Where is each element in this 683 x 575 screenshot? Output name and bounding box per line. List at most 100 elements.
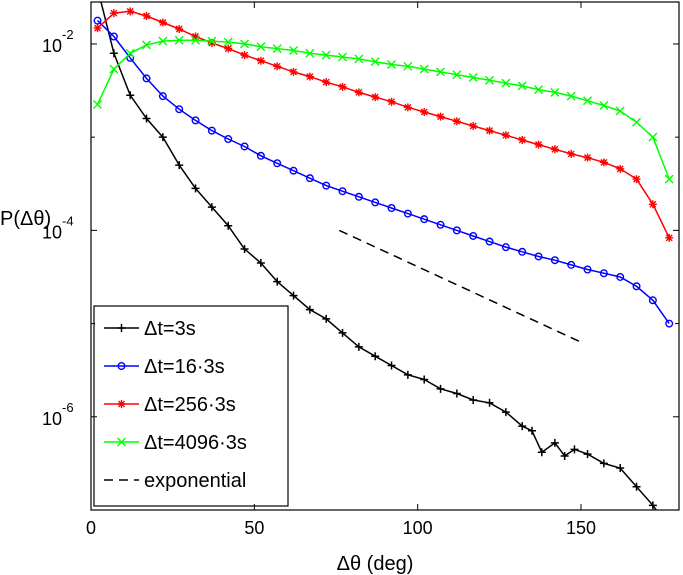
legend-label-3: Δt=4096·3s <box>144 432 247 454</box>
data-point-3-8 <box>223 37 233 47</box>
legend-marker-0 <box>117 324 126 332</box>
data-point-2-28 <box>550 145 559 154</box>
x-tick-label-0: 0 <box>86 518 96 538</box>
data-point-2-34 <box>648 200 657 209</box>
data-point-1-24 <box>485 237 494 246</box>
data-point-1-23 <box>469 231 478 240</box>
data-point-3-9 <box>240 39 250 49</box>
x-tick-label-3: 150 <box>566 518 596 538</box>
data-point-2-23 <box>469 121 478 130</box>
data-point-0-31 <box>570 445 579 454</box>
data-point-3-2 <box>125 48 135 58</box>
legend-label-4: exponential <box>144 470 246 492</box>
data-point-2-22 <box>452 117 461 126</box>
data-point-3-31 <box>599 100 609 110</box>
data-point-0-30 <box>560 451 569 460</box>
data-point-0-1 <box>109 49 118 58</box>
data-point-0-15 <box>338 328 347 337</box>
data-point-2-9 <box>240 51 249 60</box>
data-point-1-30 <box>583 265 592 274</box>
data-point-0-35 <box>632 482 641 491</box>
data-point-0-16 <box>354 342 363 351</box>
data-point-3-3 <box>142 40 152 50</box>
data-point-2-3 <box>142 11 151 20</box>
data-point-3-24 <box>485 75 495 85</box>
data-point-3-7 <box>207 36 217 46</box>
series-4 <box>338 229 582 343</box>
data-point-2-24 <box>485 126 494 135</box>
data-point-1-28 <box>550 256 559 265</box>
series-0 <box>100 2 658 510</box>
series-3 <box>93 35 674 184</box>
data-point-3-35 <box>664 174 674 184</box>
data-point-1-17 <box>371 198 380 207</box>
legend-label-0: Δt=3s <box>144 318 196 340</box>
data-point-1-34 <box>648 296 657 305</box>
y-tick-label-2: 10-6 <box>42 400 74 429</box>
data-point-3-34 <box>648 132 658 142</box>
data-point-1-7 <box>207 126 216 135</box>
data-point-0-11 <box>273 277 282 286</box>
data-point-0-7 <box>207 203 216 212</box>
data-point-2-29 <box>567 149 576 158</box>
data-point-0-34 <box>616 464 625 473</box>
data-point-0-2 <box>126 91 135 100</box>
data-point-1-3 <box>142 74 151 83</box>
data-point-2-5 <box>175 25 184 34</box>
data-point-3-1 <box>109 64 119 74</box>
data-point-0-9 <box>240 245 249 254</box>
data-point-0-32 <box>583 450 592 459</box>
data-point-2-0 <box>93 24 102 33</box>
data-point-1-12 <box>289 166 298 175</box>
data-point-3-27 <box>534 85 544 95</box>
series-layer <box>93 2 674 510</box>
data-point-3-0 <box>93 100 103 110</box>
legend-item-0: Δt=3s <box>104 318 196 340</box>
data-point-1-32 <box>616 272 625 281</box>
data-point-0-18 <box>387 361 396 370</box>
data-point-0-27 <box>528 426 536 435</box>
y-axis-label: P(Δθ) <box>0 208 51 230</box>
x-tick-label-2: 100 <box>403 518 433 538</box>
data-point-1-8 <box>224 135 233 144</box>
data-point-2-16 <box>354 88 363 97</box>
series-line-3 <box>96 39 670 180</box>
data-point-0-23 <box>469 396 478 405</box>
data-point-1-22 <box>452 226 461 235</box>
data-point-0-14 <box>322 314 331 323</box>
legend-box <box>93 305 289 507</box>
data-point-1-33 <box>632 282 641 291</box>
data-point-1-5 <box>175 105 184 114</box>
data-point-1-35 <box>665 319 674 328</box>
data-point-3-33 <box>632 117 642 127</box>
data-point-0-8 <box>224 221 233 230</box>
data-point-3-30 <box>583 96 593 106</box>
y-tick-label-1: 10-4 <box>42 213 74 242</box>
data-point-2-27 <box>534 140 543 149</box>
data-point-3-21 <box>436 67 446 77</box>
data-point-0-28 <box>537 448 546 457</box>
data-point-3-15 <box>338 52 348 62</box>
data-point-0-24 <box>485 398 494 407</box>
data-point-1-18 <box>387 203 396 212</box>
data-point-2-13 <box>305 72 314 81</box>
legend-item-2: Δt=256·3s <box>104 394 236 416</box>
data-point-3-10 <box>256 42 266 52</box>
data-point-0-4 <box>158 133 167 142</box>
data-point-0-5 <box>175 161 184 170</box>
data-point-0-33 <box>599 459 608 468</box>
data-point-2-35 <box>665 233 674 242</box>
data-point-2-18 <box>387 97 396 106</box>
data-point-0-17 <box>371 352 380 361</box>
plot-frame <box>90 1 680 511</box>
series-line-0 <box>100 2 658 510</box>
data-point-2-15 <box>338 82 347 91</box>
data-point-0-6 <box>191 184 200 193</box>
data-point-3-20 <box>419 64 429 74</box>
data-point-0-21 <box>436 384 445 393</box>
data-point-2-21 <box>436 112 445 121</box>
data-point-1-11 <box>273 159 282 168</box>
data-point-0-10 <box>256 258 265 267</box>
data-point-1-19 <box>403 209 412 218</box>
